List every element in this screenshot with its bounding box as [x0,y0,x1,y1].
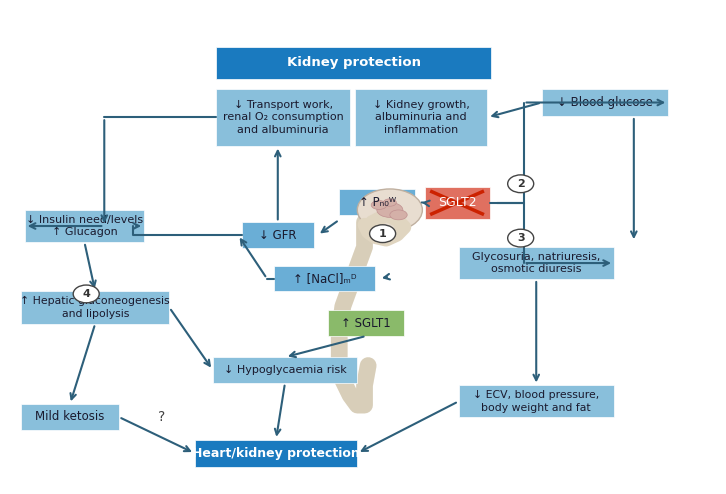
FancyBboxPatch shape [242,222,314,248]
Ellipse shape [377,203,403,217]
Text: ↑ SGLT1: ↑ SGLT1 [341,317,391,329]
FancyBboxPatch shape [216,89,350,146]
Text: ↓ Transport work,
renal O₂ consumption
and albuminuria: ↓ Transport work, renal O₂ consumption a… [223,100,343,135]
Text: Glycosuria, natriuresis,
osmotic diuresis: Glycosuria, natriuresis, osmotic diuresi… [472,252,600,274]
FancyBboxPatch shape [355,89,487,146]
FancyBboxPatch shape [459,385,614,417]
Text: ↓ ECV, blood pressure,
body weight and fat: ↓ ECV, blood pressure, body weight and f… [473,390,600,412]
Text: ↑ Pₙ₀ᵂ: ↑ Pₙ₀ᵂ [359,196,396,208]
FancyBboxPatch shape [213,357,357,383]
FancyBboxPatch shape [21,291,169,324]
Circle shape [507,175,534,193]
Text: ↑ Hepatic gluconeogenesis
and lipolysis: ↑ Hepatic gluconeogenesis and lipolysis [20,296,170,319]
FancyBboxPatch shape [216,47,491,79]
FancyBboxPatch shape [274,266,375,291]
FancyBboxPatch shape [21,404,119,430]
Text: ↓ Insulin need/levels
↑ Glucagon: ↓ Insulin need/levels ↑ Glucagon [26,215,143,237]
FancyBboxPatch shape [339,189,415,215]
FancyBboxPatch shape [25,210,144,242]
Ellipse shape [390,210,407,220]
Text: ↓ GFR: ↓ GFR [259,229,296,242]
Text: 2: 2 [517,179,525,189]
Text: Mild ketosis: Mild ketosis [36,411,105,423]
Text: ↓ Kidney growth,
albuminuria and
inflammation: ↓ Kidney growth, albuminuria and inflamm… [373,100,470,135]
Text: ?: ? [158,410,166,424]
Text: 3: 3 [517,233,524,243]
Circle shape [507,229,534,247]
Ellipse shape [383,199,396,206]
Text: Kidney protection: Kidney protection [287,56,420,70]
Text: SGLT2: SGLT2 [438,196,476,209]
Text: 1: 1 [379,229,386,239]
Text: Heart/kidney protection: Heart/kidney protection [192,447,360,460]
FancyBboxPatch shape [425,187,489,219]
Text: ↑ [NaCl]ₘᴰ: ↑ [NaCl]ₘᴰ [293,272,356,285]
Text: ↓ Blood glucose: ↓ Blood glucose [557,96,653,109]
Ellipse shape [371,201,387,209]
Text: 4: 4 [82,289,90,299]
Text: ↓ Hypoglycaemia risk: ↓ Hypoglycaemia risk [224,365,346,375]
FancyBboxPatch shape [328,310,404,336]
FancyBboxPatch shape [459,247,614,279]
Circle shape [370,225,396,243]
Circle shape [73,285,99,303]
FancyBboxPatch shape [542,89,668,116]
Ellipse shape [357,189,423,231]
FancyBboxPatch shape [195,440,357,467]
